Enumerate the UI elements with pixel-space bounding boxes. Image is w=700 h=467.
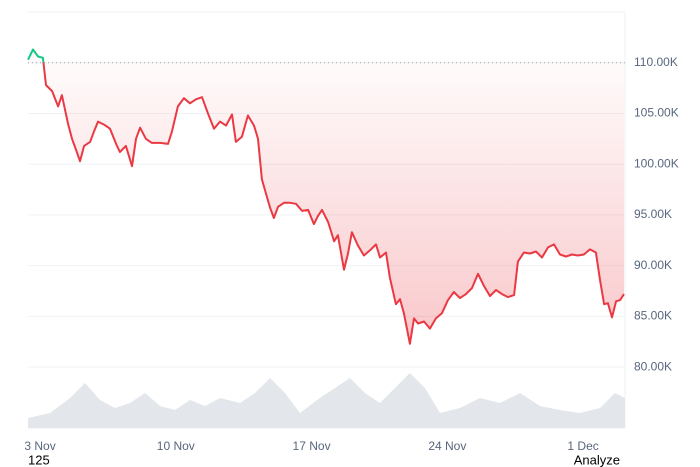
- x-tick-label: 17 Nov: [293, 439, 331, 453]
- y-tick-label: 100.00K: [634, 156, 679, 170]
- x-tick-label: 1 Dec: [567, 439, 598, 453]
- y-tick-label: 85.00K: [634, 309, 672, 323]
- area-fill: [28, 49, 625, 344]
- x-tick-label: 10 Nov: [157, 439, 195, 453]
- x-tick-label: 3 Nov: [24, 439, 55, 453]
- y-tick-label: 105.00K: [634, 106, 679, 120]
- annotation: 125: [28, 452, 50, 467]
- price-line: [27, 48, 625, 345]
- annotation: Analyze: [574, 452, 620, 467]
- y-tick-label: 95.00K: [634, 207, 672, 221]
- y-tick-label: 110.00K: [634, 55, 678, 69]
- y-tick-label: 80.00K: [634, 359, 672, 373]
- y-tick-label: 90.00K: [634, 258, 672, 272]
- x-tick-label: 24 Nov: [428, 439, 466, 453]
- volume-area: [28, 373, 625, 428]
